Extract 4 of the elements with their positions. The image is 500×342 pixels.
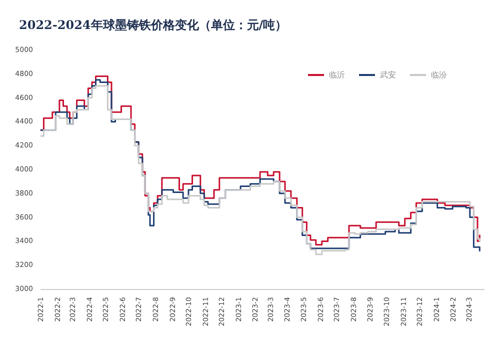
legend-label: 临汾 xyxy=(431,70,447,80)
chart-title: 2022-2024年球墨铸铁价格变化（单位：元/吨） xyxy=(19,18,288,32)
legend-label: 临沂 xyxy=(329,70,345,80)
legend-label: 武安 xyxy=(380,70,396,80)
